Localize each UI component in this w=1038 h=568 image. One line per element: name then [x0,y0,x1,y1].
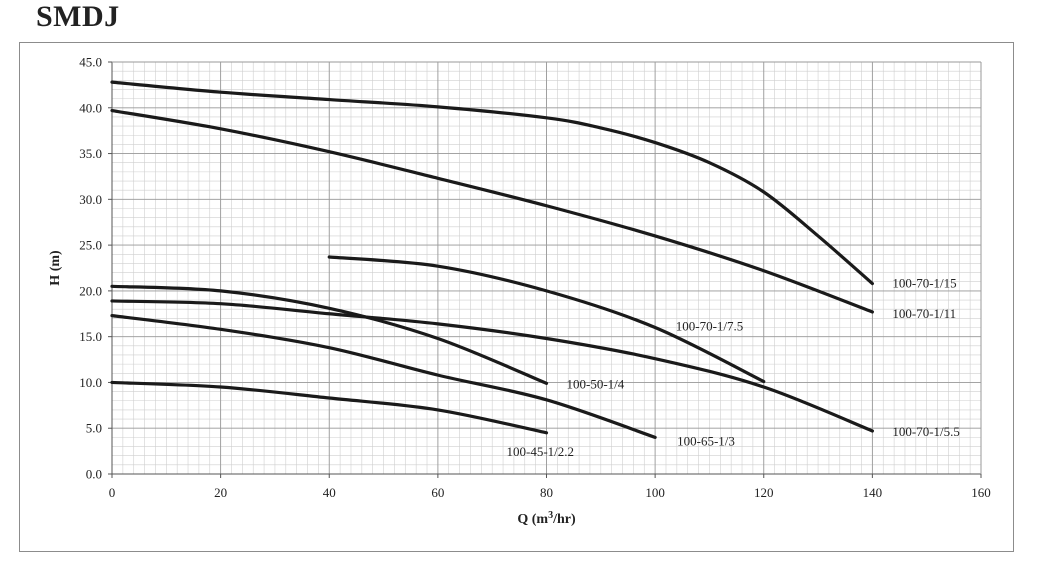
y-tick-label: 10.0 [79,375,102,390]
series-label: 100-70-1/5.5 [892,424,960,439]
series-label: 100-70-1/11 [892,306,956,321]
x-tick-label: 60 [431,485,444,500]
x-axis-title-tail: /hr) [552,512,576,527]
y-tick-label: 40.0 [79,100,102,115]
y-axis-title: H (m) [48,250,63,286]
chart-frame [19,42,1014,552]
series-line-100-45-1-2-2 [110,380,549,435]
y-tick-label: 5.0 [86,421,102,436]
x-tick-label: 20 [214,485,227,500]
series-label: 100-70-1/15 [892,276,956,291]
series-line-100-50-1-4 [110,284,549,385]
series-label: 100-45-1/2.2 [507,444,575,459]
y-tick-label: 20.0 [79,283,102,298]
y-tick-label: 45.0 [79,55,102,70]
x-axis-title-main: Q (m [517,512,548,527]
x-axis-title-sup: 3 [548,510,553,521]
series-labels: 100-70-1/15 100-70-1/11 100-70-1/7.5 100-70… [507,276,960,459]
y-tick-label: 15.0 [79,329,102,344]
series-line-100-70-1-5-5 [110,299,874,433]
y-tick-label: 25.0 [79,238,102,253]
x-tick-label: 160 [971,485,991,500]
series-line-100-70-1-11 [110,108,874,314]
series-label: 100-50-1/4 [567,376,625,391]
y-tick-label: 0.0 [86,467,102,482]
x-tick-label: 80 [540,485,553,500]
x-tick-label: 0 [109,485,116,500]
x-axis-title: Q (m3/hr) [517,510,576,528]
grid [111,61,982,475]
series-line-100-70-1-7-5 [327,255,766,384]
x-tick-label: 140 [863,485,883,500]
y-tick-label: 30.0 [79,192,102,207]
series-label: 100-70-1/7.5 [676,319,744,334]
axes [108,61,982,478]
chart-title: SMDJ [36,0,120,33]
series-line-100-70-1-15 [110,80,874,286]
series-line-100-65-1-3 [110,314,657,439]
x-tick-label: 40 [323,485,336,500]
x-tick-label: 100 [645,485,665,500]
tick-labels: 0 20 40 60 80 100 120 140 160 0.0 5.0 10.0 15.0 20.0 2… [79,55,991,501]
y-tick-label: 35.0 [79,146,102,161]
x-tick-label: 120 [754,485,774,500]
series-lines [110,80,874,439]
series-label: 100-65-1/3 [677,433,735,448]
